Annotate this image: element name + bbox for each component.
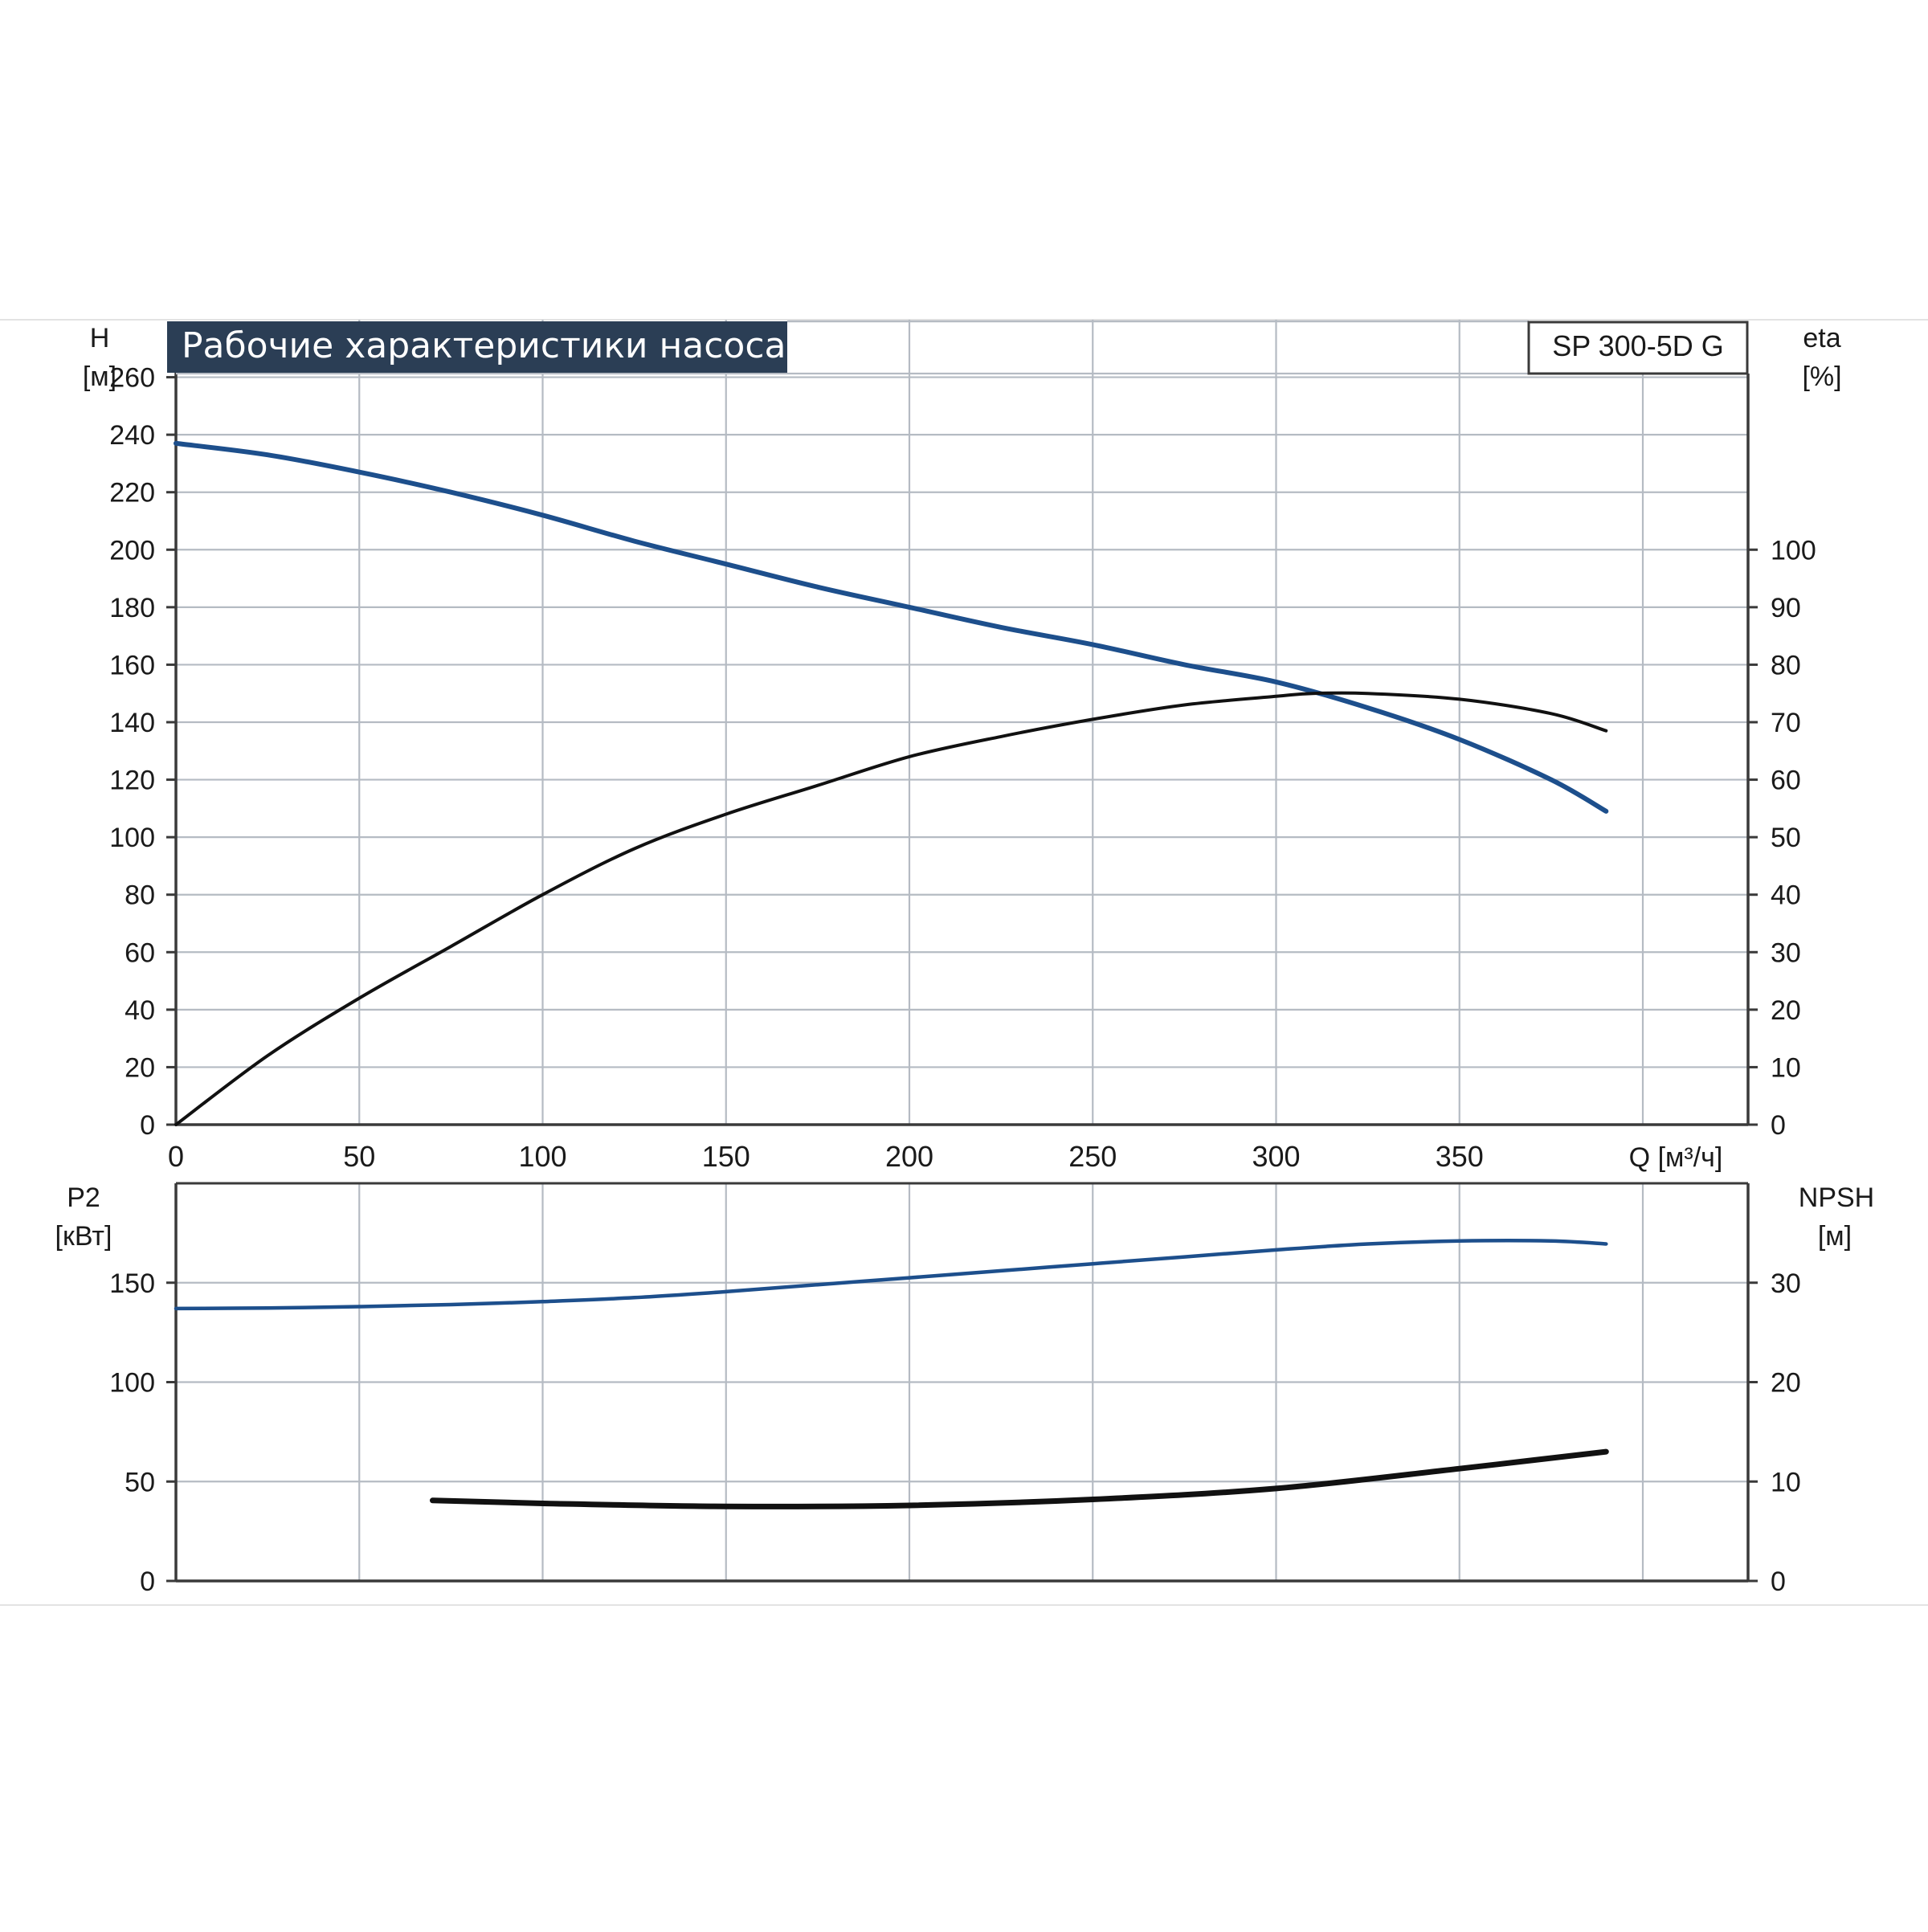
- x-tick-label: 50: [343, 1140, 375, 1173]
- x-tick-label: 250: [1068, 1140, 1117, 1173]
- series-layer: [174, 440, 1609, 1509]
- chart-title: Рабочие характеристики насоса: [182, 325, 786, 366]
- head-efficiency-left-tick-label: 120: [109, 766, 155, 796]
- head-efficiency-right-tick-label: 20: [1771, 995, 1801, 1026]
- y-left-unit-top: [м]: [83, 361, 116, 392]
- y-left-unit-bottom: [кВт]: [55, 1221, 112, 1252]
- x-axis-label: Q [м³/ч]: [1629, 1142, 1723, 1173]
- x-tick-label: 350: [1436, 1140, 1484, 1173]
- head-efficiency-left-tick-label: 200: [109, 535, 155, 566]
- head-efficiency-right-tick-label: 90: [1771, 593, 1801, 623]
- y-right-label-bottom: NPSH: [1799, 1182, 1874, 1213]
- power-npsh-right-tick-label: 20: [1771, 1368, 1801, 1399]
- head-efficiency-left-tick-label: 40: [125, 995, 155, 1026]
- head-efficiency-right-tick-label: 100: [1771, 535, 1816, 566]
- x-tick-label: 200: [885, 1140, 933, 1173]
- power-npsh-series-2-line: [430, 1448, 1609, 1509]
- y-right-unit-top: [%]: [1802, 361, 1841, 392]
- head-efficiency-right-tick-label: 60: [1771, 766, 1801, 796]
- power-npsh-left-tick-label: 100: [109, 1368, 155, 1399]
- head-efficiency-right-tick-label: 10: [1771, 1052, 1801, 1083]
- head-efficiency-right-tick-label: 70: [1771, 708, 1801, 738]
- power-npsh-right-tick-label: 30: [1771, 1268, 1801, 1299]
- head-efficiency-right-tick-label: 0: [1771, 1110, 1786, 1141]
- head-efficiency-left-tick-label: 20: [125, 1052, 155, 1083]
- model-label-box: [1527, 321, 1749, 375]
- power-npsh-left-tick-label: 50: [125, 1467, 155, 1497]
- x-tick-label: 150: [702, 1140, 750, 1173]
- head-efficiency-right-tick-label: 50: [1771, 823, 1801, 853]
- head-efficiency-left-tick-label: 160: [109, 650, 155, 680]
- head-efficiency-left-tick-label: 260: [109, 363, 155, 394]
- grid-layer: [176, 320, 1748, 1581]
- head-efficiency-left-tick-label: 140: [109, 708, 155, 738]
- power-npsh-left-tick-label: 0: [140, 1566, 155, 1597]
- head-efficiency-right-tick-label: 80: [1771, 650, 1801, 680]
- head-efficiency-right-tick-label: 30: [1771, 937, 1801, 968]
- x-tick-label: 0: [168, 1140, 184, 1173]
- head-efficiency-series-1-line: [174, 440, 1609, 814]
- y-right-unit-bottom: [м]: [1818, 1221, 1852, 1252]
- head-efficiency-left-tick-label: 180: [109, 593, 155, 623]
- head-efficiency-left-tick-label: 220: [109, 478, 155, 509]
- y-left-label-bottom: P2: [67, 1182, 100, 1213]
- power-npsh-series-1-line: [174, 1239, 1608, 1311]
- tick-labels-layer: 0204060801001201401601802002202402600102…: [109, 363, 1816, 1597]
- x-tick-label: 100: [518, 1140, 566, 1173]
- head-efficiency-left-tick-label: 80: [125, 880, 155, 911]
- head-efficiency-left-tick-label: 240: [109, 420, 155, 451]
- head-efficiency-left-tick-label: 0: [140, 1110, 155, 1141]
- title-background: [167, 321, 787, 373]
- head-efficiency-right-tick-label: 40: [1771, 880, 1801, 911]
- head-efficiency-series-2-line: [174, 691, 1608, 1126]
- head-efficiency-left-tick-label: 100: [109, 823, 155, 853]
- power-npsh-left-tick-label: 150: [109, 1268, 155, 1299]
- power-npsh-right-tick-label: 10: [1771, 1467, 1801, 1497]
- axes-layer: [174, 320, 1750, 1583]
- power-npsh-right-tick-label: 0: [1771, 1566, 1786, 1597]
- y-right-label-top: eta: [1803, 323, 1840, 353]
- x-tick-label: 300: [1252, 1140, 1300, 1173]
- y-left-label-top: H: [90, 323, 110, 353]
- model-label: SP 300-5D G: [1552, 329, 1723, 362]
- head-efficiency-left-tick-label: 60: [125, 937, 155, 968]
